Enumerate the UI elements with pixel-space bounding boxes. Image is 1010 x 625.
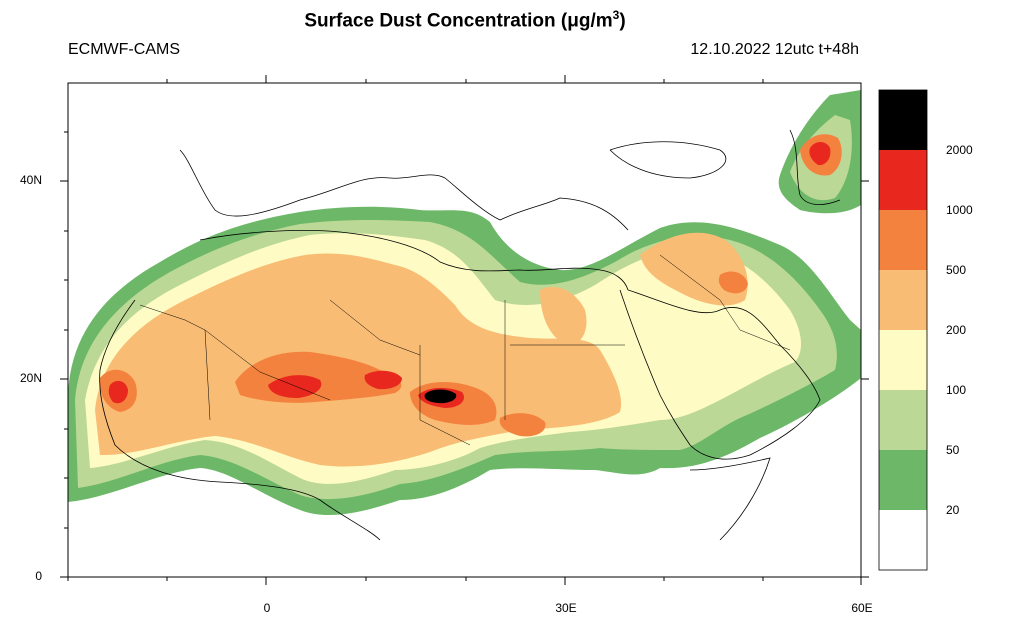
dust-contour-orange-kuwait bbox=[718, 271, 748, 294]
colorbar-label-200: 200 bbox=[946, 323, 967, 337]
dust-contour-libya-lightorange bbox=[540, 286, 587, 345]
colorbar-label-2000: 2000 bbox=[946, 143, 973, 157]
dust-contour-arabia-lightorange bbox=[640, 232, 748, 306]
colorbar bbox=[878, 89, 928, 571]
colorbar-label-20: 20 bbox=[946, 503, 960, 517]
colorbar-bin-500-1000 bbox=[879, 210, 927, 270]
border-saudi bbox=[659, 254, 791, 351]
coast-caspian bbox=[789, 129, 841, 205]
axis-ticks bbox=[60, 75, 869, 585]
colorbar-label-1000: 1000 bbox=[946, 203, 973, 217]
border-libya-niger bbox=[329, 299, 421, 356]
lon-label-30e: 30E bbox=[555, 601, 577, 615]
forecast-run-label: 12.10.2022 12utc t+48h bbox=[690, 41, 859, 58]
coast-black-sea bbox=[609, 141, 727, 179]
coastlines bbox=[99, 129, 841, 541]
lon-label-0: 0 bbox=[263, 601, 271, 615]
dust-contour-black-chad bbox=[424, 389, 457, 404]
dust-contour-red-niger bbox=[364, 370, 402, 390]
border-algeria-mali bbox=[204, 329, 331, 401]
border-chad bbox=[419, 345, 471, 446]
colorbar-bin-20-50 bbox=[879, 450, 927, 510]
coast-red-sea bbox=[619, 289, 691, 446]
coast-north-africa bbox=[199, 230, 629, 291]
colorbar-bin-2000plus bbox=[879, 90, 927, 150]
colorbar-label-50: 50 bbox=[946, 443, 960, 457]
lat-label-40n: 40N bbox=[19, 173, 42, 187]
colorbar-label-500: 500 bbox=[946, 263, 967, 277]
colorbar-bin-200-500 bbox=[879, 270, 927, 330]
colorbar-bin-100-200 bbox=[879, 330, 927, 390]
colorbar-bin-50-100 bbox=[879, 390, 927, 450]
dust-contour-red-mauritania bbox=[108, 380, 128, 404]
colorbar-bin-below-20 bbox=[879, 510, 927, 570]
colorbar-frame bbox=[878, 89, 928, 571]
dust-contour-red-mali bbox=[268, 375, 322, 398]
lon-label-60e: 60E bbox=[851, 601, 873, 615]
coast-europe bbox=[179, 149, 629, 231]
coast-arabia bbox=[627, 289, 821, 460]
colorbar-label-100: 100 bbox=[946, 383, 967, 397]
coast-horn-africa bbox=[689, 457, 771, 541]
map-title: Surface Dust Concentration (μg/m3) bbox=[304, 8, 626, 32]
source-label: ECMWF-CAMS bbox=[68, 41, 180, 58]
colorbar-bin-1000-2000 bbox=[879, 150, 927, 210]
lat-label-20n: 20N bbox=[19, 371, 42, 385]
lat-label-0: 0 bbox=[35, 569, 42, 583]
coast-west-africa bbox=[99, 299, 381, 541]
border-mauritania bbox=[139, 304, 211, 421]
country-borders bbox=[139, 254, 791, 446]
dust-contour-red-caspian bbox=[809, 142, 831, 166]
dust-contour-orange-sudan bbox=[499, 413, 546, 437]
